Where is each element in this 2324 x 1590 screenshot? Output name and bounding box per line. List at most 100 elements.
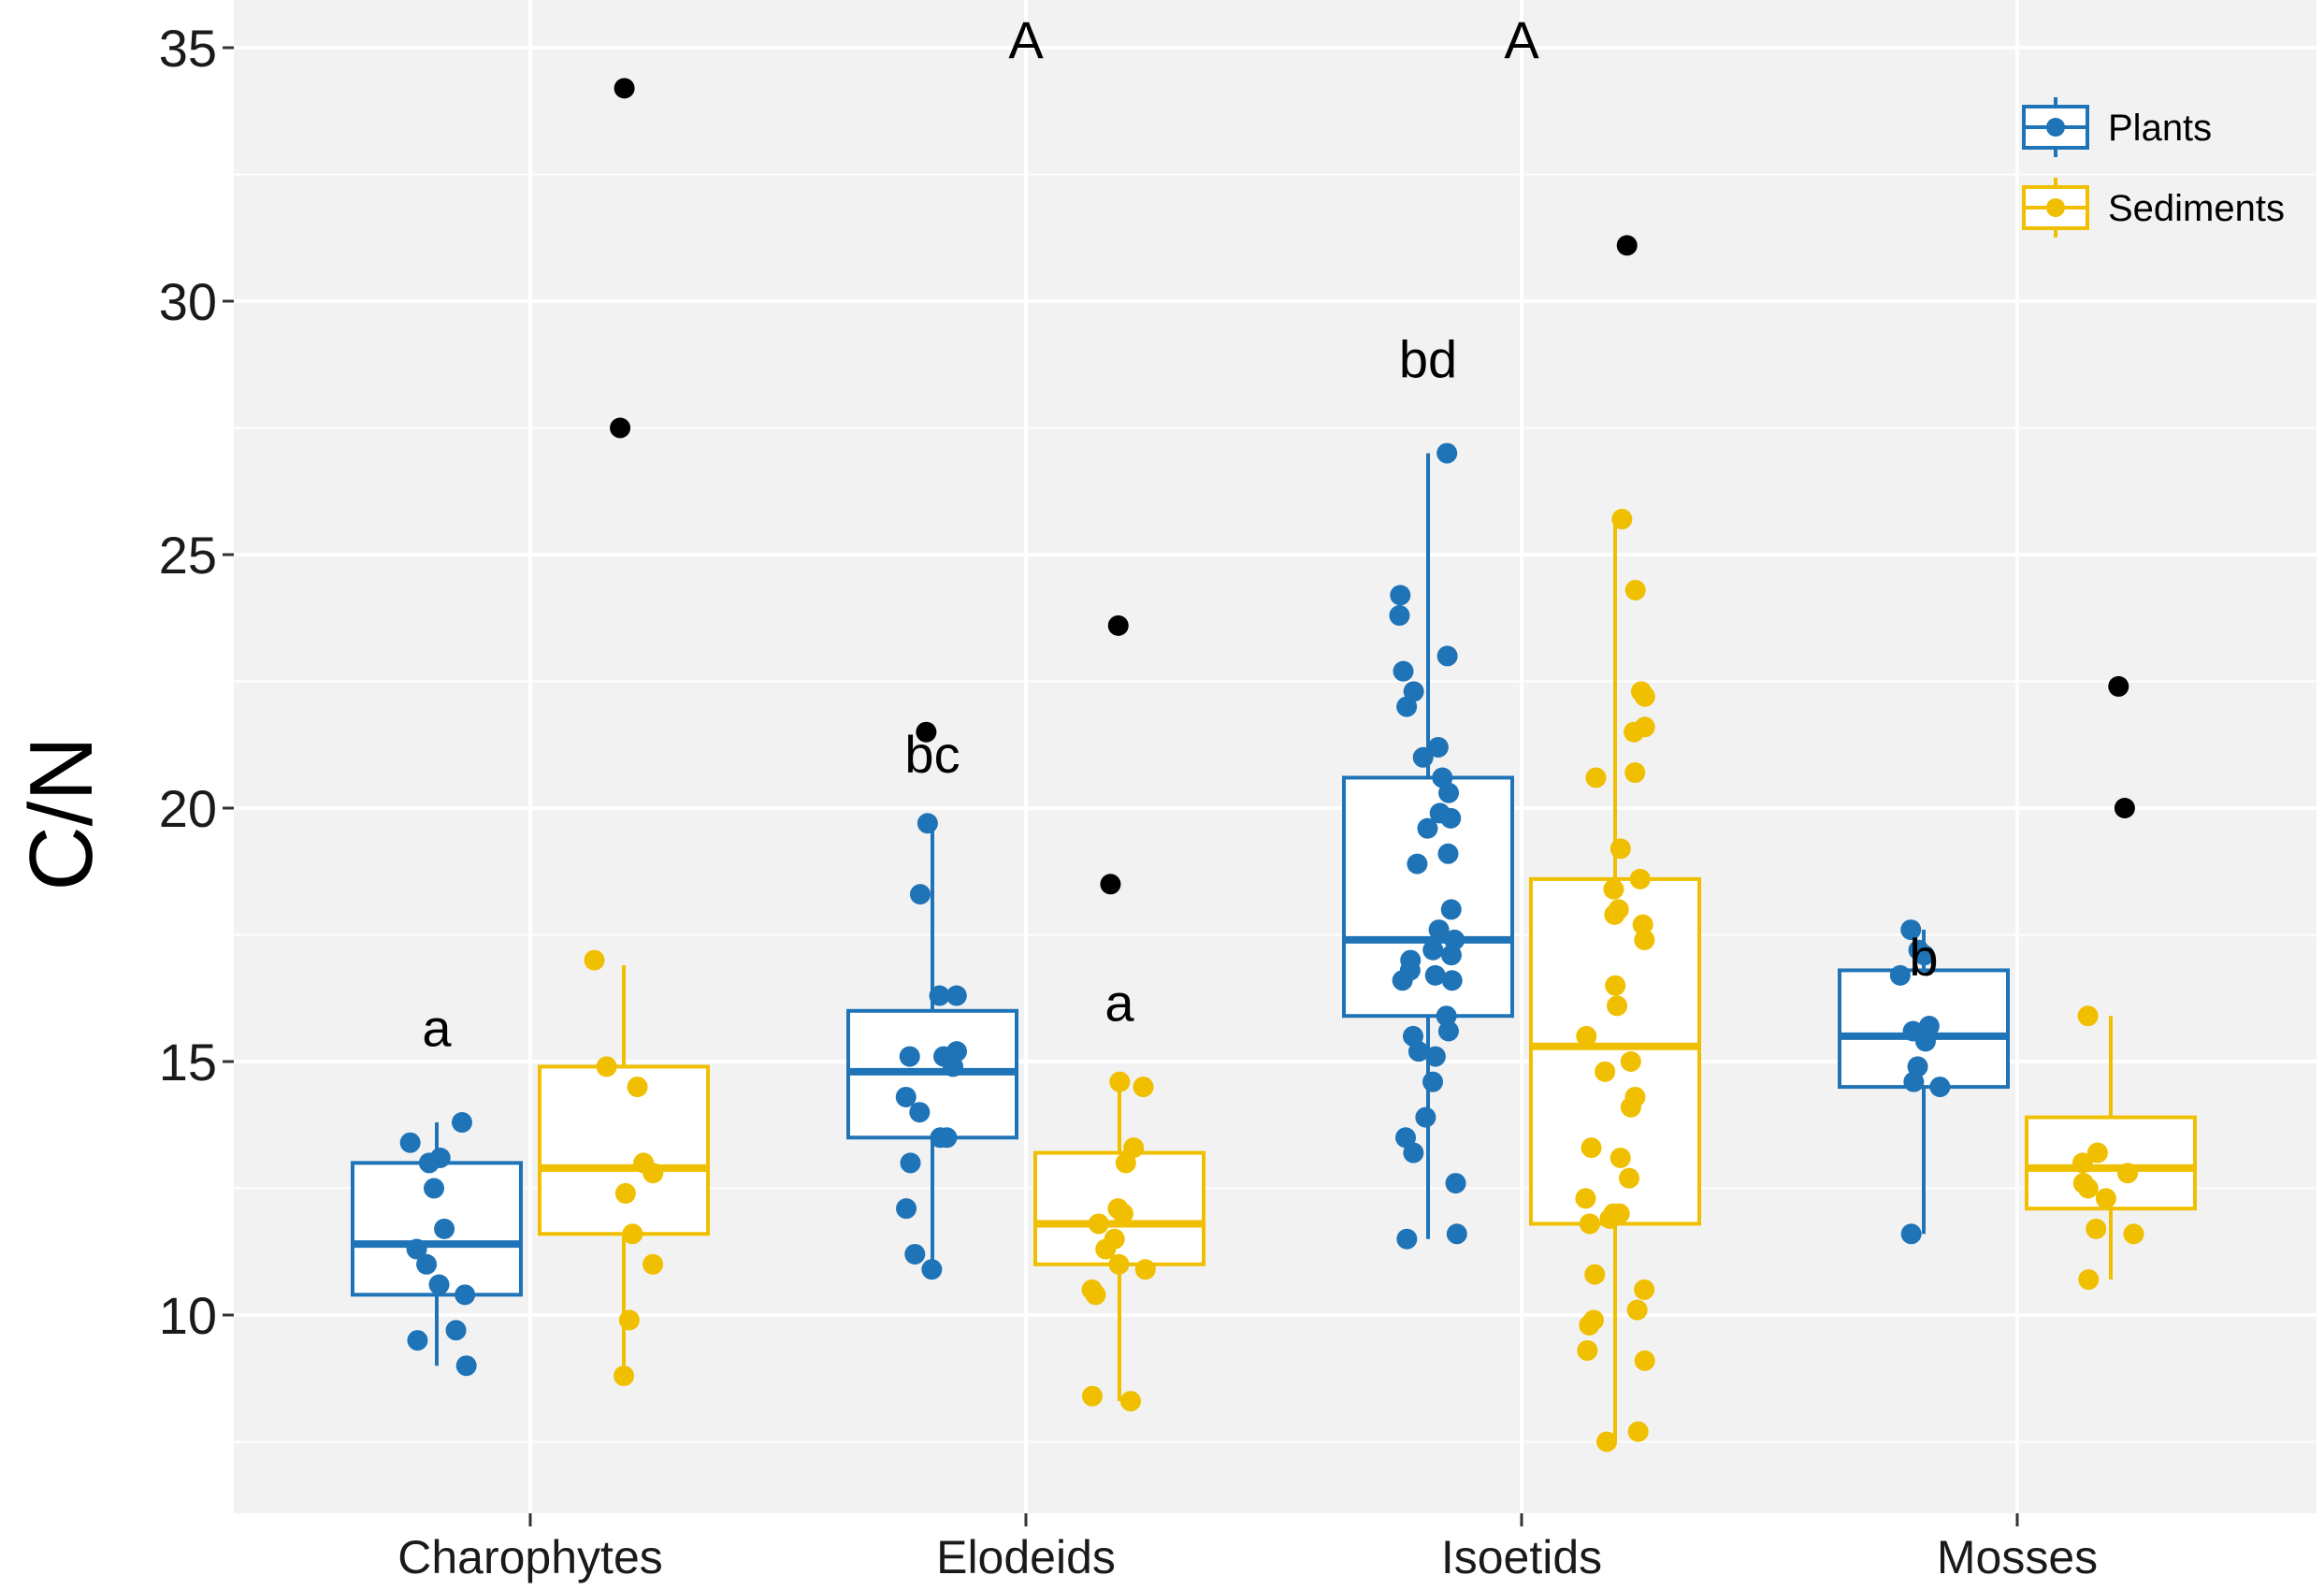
y-tick-label: 15 [159, 1033, 217, 1091]
data-point [1436, 443, 1457, 464]
data-point [1634, 1279, 1654, 1300]
data-point [1584, 1265, 1605, 1285]
outlier-point [1617, 235, 1638, 255]
data-point [1625, 580, 1646, 600]
data-point [930, 1127, 950, 1148]
data-point [1585, 767, 1606, 788]
data-point [585, 950, 605, 971]
data-point [930, 986, 950, 1006]
box-iqr [1531, 879, 1699, 1224]
data-point [1396, 1229, 1417, 1250]
data-point [910, 884, 931, 904]
data-point [1403, 1143, 1423, 1164]
legend-key-point [2046, 198, 2065, 217]
data-point [943, 1056, 963, 1077]
data-point [1422, 940, 1443, 961]
data-point [1624, 722, 1644, 743]
data-point [1901, 1223, 1922, 1244]
data-point [1635, 1351, 1655, 1371]
data-point [1604, 904, 1624, 925]
data-point [1630, 869, 1651, 889]
data-point [1596, 1432, 1617, 1453]
data-point [2072, 1152, 2093, 1173]
data-point [1422, 1072, 1443, 1092]
data-point [1442, 970, 1463, 990]
data-point [1396, 697, 1417, 717]
plot-panel [234, 0, 2317, 1513]
data-point [1929, 1077, 1950, 1097]
significance-label: b [1909, 928, 1938, 987]
y-tick-label: 30 [159, 272, 217, 331]
data-point [434, 1219, 455, 1239]
data-point [1576, 1026, 1596, 1047]
outlier-point [1108, 615, 1129, 636]
data-point [1437, 645, 1458, 666]
data-point [1577, 1340, 1597, 1361]
data-point [2096, 1188, 2116, 1208]
data-point [2078, 1269, 2099, 1290]
data-point [1627, 1300, 1648, 1321]
data-point [597, 1056, 617, 1077]
data-point [628, 1077, 648, 1097]
data-point [1389, 605, 1409, 626]
data-point [1415, 1107, 1436, 1128]
data-point [1579, 1315, 1599, 1336]
outlier-point [610, 418, 630, 439]
data-point [1108, 1254, 1129, 1275]
data-point [619, 1309, 640, 1330]
data-point [904, 1244, 925, 1265]
legend-label: Sediments [2108, 188, 2285, 229]
data-point [1599, 1208, 1620, 1229]
data-point [613, 1366, 634, 1386]
data-point [1575, 1188, 1595, 1208]
data-point [455, 1284, 475, 1305]
data-point [615, 1183, 636, 1204]
data-point [452, 1112, 472, 1133]
data-point [1425, 1047, 1446, 1067]
data-point [1437, 844, 1458, 864]
data-point [921, 1259, 942, 1279]
data-point [1413, 747, 1434, 768]
data-point [1116, 1152, 1136, 1173]
data-point [2117, 1163, 2138, 1183]
x-tick-label: Elodeids [936, 1531, 1116, 1583]
data-point [909, 1102, 930, 1122]
data-point [1438, 1020, 1459, 1041]
data-point [1438, 783, 1459, 803]
data-point [1393, 661, 1413, 682]
data-point [1610, 1148, 1631, 1168]
data-point [1915, 1031, 1936, 1051]
data-point [1089, 1213, 1109, 1234]
data-point [1133, 1077, 1154, 1097]
data-point [2078, 1178, 2099, 1199]
data-point [901, 1152, 921, 1173]
data-point [2078, 1005, 2099, 1026]
data-point [1605, 976, 1625, 996]
y-tick-label: 20 [159, 779, 217, 838]
x-tick-label: Charophytes [397, 1531, 663, 1583]
outlier-point [1100, 874, 1120, 894]
data-point [1621, 1097, 1641, 1118]
data-point [896, 1198, 917, 1219]
data-point [1109, 1072, 1130, 1092]
data-point [642, 1254, 663, 1275]
data-point [622, 1223, 642, 1244]
data-point [400, 1133, 421, 1153]
data-point [1903, 1072, 1924, 1092]
data-point [446, 1320, 467, 1340]
data-point [917, 813, 938, 833]
outlier-point [614, 78, 635, 98]
data-point [407, 1330, 427, 1351]
data-point [1603, 879, 1624, 900]
outlier-point [2115, 798, 2135, 818]
data-point [456, 1355, 477, 1376]
data-point [1628, 1422, 1649, 1442]
significance-label: A [1504, 10, 1539, 69]
data-point [1135, 1259, 1156, 1279]
significance-label: A [1008, 10, 1044, 69]
legend-label: Plants [2108, 108, 2212, 149]
data-point [1595, 1062, 1615, 1082]
data-point [1624, 762, 1645, 783]
data-point [429, 1274, 450, 1294]
y-tick-label: 35 [159, 19, 217, 78]
